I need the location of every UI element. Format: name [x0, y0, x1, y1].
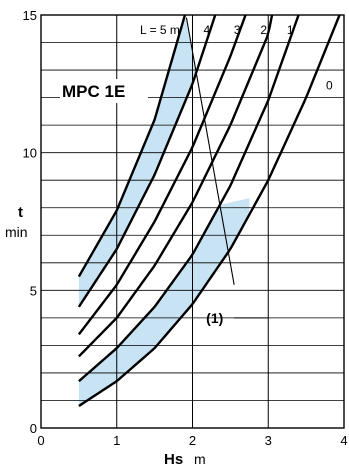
x-axis-symbol: Hs: [164, 451, 183, 468]
y-tick-label: 15: [23, 8, 37, 23]
curve-label: 3: [234, 23, 241, 37]
x-tick-label: 0: [37, 433, 44, 448]
y-tick-label: 5: [30, 283, 37, 298]
curve-label: 2: [260, 23, 267, 37]
chart-title: MPC 1E: [62, 82, 125, 101]
curve-label: 1: [287, 23, 294, 37]
x-tick-label: 2: [189, 433, 196, 448]
title-backdrop: [60, 79, 148, 103]
series-line: [77, 15, 217, 308]
shaded-band-lower: [78, 198, 250, 406]
grid-lines: [41, 15, 344, 428]
plot-frame: [40, 14, 345, 429]
x-axis-unit: m: [194, 451, 206, 467]
y-tick-label: 10: [23, 146, 37, 161]
y-axis-unit: min: [5, 224, 28, 240]
x-tick-label: 1: [113, 433, 120, 448]
annotation-leader-line: [185, 17, 235, 285]
series-line: [78, 15, 341, 407]
series-line: [78, 15, 300, 383]
y-axis-symbol: t: [18, 204, 23, 221]
curve-labels: L = 5 m 4 3 2 1 0: [140, 23, 333, 92]
series-line: [78, 15, 274, 358]
curve-label: L = 5 m: [140, 23, 180, 37]
curve-label: 0: [326, 78, 333, 92]
series-line: [77, 15, 187, 278]
x-tick-label: 3: [265, 433, 272, 448]
y-tick-label: 0: [30, 421, 37, 436]
x-tick-label: 4: [340, 433, 347, 448]
curve-label: 4: [204, 23, 211, 37]
series-curves: [77, 15, 341, 407]
annotation-label: (1): [206, 310, 223, 326]
series-line: [77, 15, 247, 336]
